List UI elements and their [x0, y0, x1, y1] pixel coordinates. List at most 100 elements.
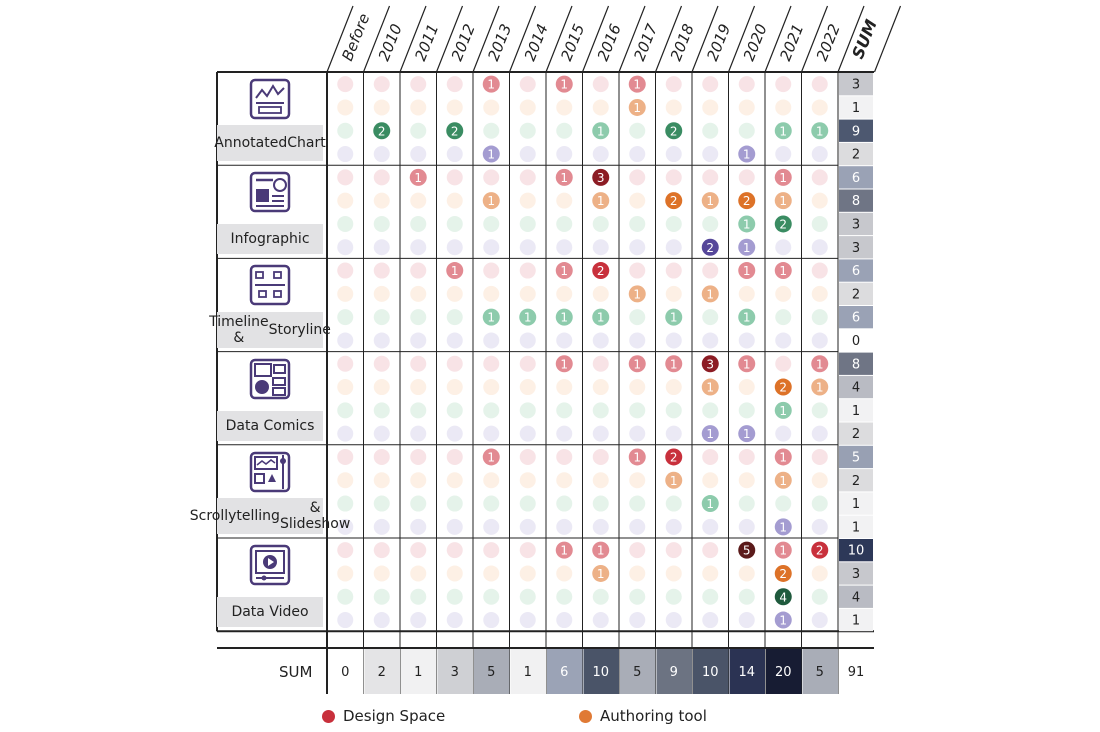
cell-empty	[446, 239, 463, 256]
row-sum-value: 10	[848, 544, 865, 559]
data-video-icon	[249, 544, 291, 586]
cell-value: 1	[779, 124, 787, 138]
cell-value: 1	[633, 287, 641, 301]
cell-empty	[483, 495, 500, 512]
cell-value: 1	[816, 357, 824, 371]
cell-empty	[629, 588, 646, 605]
cell-value: 2	[816, 544, 824, 558]
row-sum-value: 3	[852, 241, 860, 256]
category-label: Timeline & Storyline	[209, 311, 331, 348]
cell-empty	[738, 99, 755, 116]
cell-empty	[446, 76, 463, 93]
cell-empty	[556, 146, 573, 163]
column-sum-cell	[328, 649, 364, 694]
cell-marker	[774, 378, 792, 396]
data-comics-icon	[249, 358, 291, 399]
cell-empty	[483, 239, 500, 256]
cell-empty	[556, 472, 573, 489]
cell-empty	[446, 612, 463, 629]
cell-value: 1	[779, 404, 787, 418]
cell-empty	[775, 355, 792, 372]
cell-empty	[665, 402, 682, 419]
cell-marker	[592, 122, 610, 140]
cell-empty	[665, 495, 682, 512]
cell-empty	[337, 495, 354, 512]
cell-empty	[665, 285, 682, 302]
cell-empty	[519, 425, 536, 442]
category-label-line: Infographic	[230, 231, 310, 248]
cell-marker	[738, 355, 756, 373]
cell-value: 1	[560, 78, 568, 92]
cell-empty	[373, 76, 390, 93]
cell-empty	[811, 588, 828, 605]
cell-empty	[665, 239, 682, 256]
cell-empty	[811, 402, 828, 419]
cell-empty	[410, 402, 427, 419]
column-sum-value: 20	[775, 665, 792, 680]
column-sum-value: 1	[524, 665, 532, 680]
cell-empty	[373, 448, 390, 465]
cell-empty	[519, 379, 536, 396]
cell-marker	[555, 168, 573, 186]
column-sum-cell	[510, 649, 546, 694]
cell-marker	[811, 122, 829, 140]
cell-value: 2	[451, 124, 459, 138]
cell-value: 1	[706, 497, 714, 511]
cell-empty	[592, 239, 609, 256]
cell-marker	[592, 168, 610, 186]
category-label: Scrollytelling & Slideshow	[190, 498, 350, 534]
cell-value: 1	[560, 311, 568, 325]
cell-empty	[483, 518, 500, 535]
column-sum-value: 5	[487, 665, 495, 680]
column-sum-cell	[474, 649, 510, 694]
cell-empty	[373, 355, 390, 372]
cell-empty	[337, 122, 354, 139]
category-label: Infographic	[217, 224, 323, 255]
cell-value: 1	[706, 427, 714, 441]
cell-empty	[337, 332, 354, 349]
infographic-icon	[249, 171, 291, 213]
cell-marker	[409, 168, 427, 186]
cell-empty	[446, 215, 463, 232]
cell-marker	[592, 308, 610, 326]
cell-empty	[629, 122, 646, 139]
cell-empty	[556, 495, 573, 512]
category-label: Annotated Chart	[214, 125, 326, 162]
cell-empty	[592, 215, 609, 232]
cell-empty	[337, 472, 354, 489]
row-sum-cell	[839, 119, 873, 142]
cell-empty	[337, 309, 354, 326]
cell-empty	[738, 518, 755, 535]
cell-empty	[410, 215, 427, 232]
cell-empty	[556, 332, 573, 349]
row-sum-cell	[839, 422, 873, 445]
cell-empty	[337, 146, 354, 163]
cell-marker	[665, 448, 683, 466]
row-sum-cell	[839, 399, 873, 422]
cell-marker	[774, 262, 792, 280]
cell-value: 2	[670, 450, 678, 464]
cell-empty	[337, 239, 354, 256]
category-label-line: Chart	[287, 135, 326, 152]
cell-empty	[337, 192, 354, 209]
cell-value: 1	[743, 217, 751, 231]
cell-empty	[337, 448, 354, 465]
cell-marker	[555, 262, 573, 280]
category-label: Data Video	[217, 597, 323, 628]
cell-empty	[738, 588, 755, 605]
cell-empty	[337, 425, 354, 442]
cell-empty	[446, 99, 463, 116]
cell-empty	[629, 495, 646, 512]
cell-marker	[373, 122, 391, 140]
cell-empty	[446, 285, 463, 302]
cell-empty	[410, 565, 427, 582]
cell-empty	[373, 565, 390, 582]
category-label-line: & Slideshow	[279, 500, 351, 532]
column-header-2011: 2011	[411, 21, 442, 63]
cell-empty	[337, 285, 354, 302]
cell-empty	[665, 146, 682, 163]
header-divider	[435, 5, 464, 73]
cell-empty	[738, 472, 755, 489]
cell-empty	[629, 612, 646, 629]
